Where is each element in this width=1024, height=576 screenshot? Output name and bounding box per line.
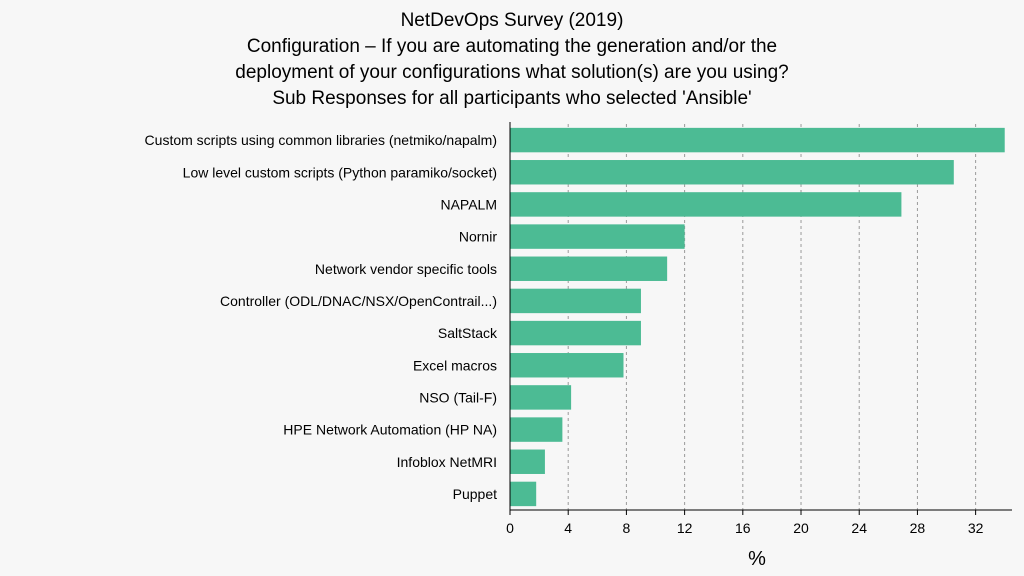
- category-label: Infoblox NetMRI: [397, 454, 497, 470]
- chart-subtitle-line-2: deployment of your configurations what s…: [235, 62, 789, 83]
- tick-labels: 0 4 8 12 16 20 24 28 32: [506, 520, 984, 536]
- bar: [510, 449, 545, 474]
- x-tick-label: 12: [677, 520, 693, 536]
- x-tick-label: 28: [910, 520, 926, 536]
- x-axis-label: %: [748, 548, 766, 570]
- bar: [510, 127, 1005, 153]
- chart-subtitle-line-1: Configuration – If you are automating th…: [246, 36, 778, 57]
- category-label: Custom scripts using common libraries (n…: [145, 132, 497, 148]
- bar: [510, 353, 624, 378]
- x-tick-label: 32: [968, 520, 984, 536]
- category-label: Nornir: [459, 229, 497, 245]
- category-label: Excel macros: [413, 357, 497, 373]
- x-tick-label: 24: [851, 520, 867, 536]
- category-label: NAPALM: [440, 196, 497, 212]
- x-tick-label: 20: [793, 520, 809, 536]
- bar: [510, 385, 572, 410]
- chart-subtitle-line-3: Sub Responses for all participants who s…: [272, 88, 752, 109]
- axes: [509, 122, 1012, 515]
- bar: [510, 417, 563, 442]
- x-tick-label: 16: [735, 520, 751, 536]
- bar: [510, 224, 685, 249]
- category-label: Low level custom scripts (Python paramik…: [183, 164, 497, 180]
- x-tick-label: 4: [564, 520, 572, 536]
- bar: [510, 481, 537, 507]
- category-label: Controller (ODL/DNAC/NSX/OpenContrail...…: [220, 293, 497, 309]
- category-label: NSO (Tail-F): [419, 389, 497, 405]
- grid-lines: [567, 124, 977, 510]
- category-label: SaltStack: [438, 325, 498, 341]
- bar: [510, 320, 641, 346]
- chart-title: NetDevOps Survey (2019): [400, 10, 624, 31]
- category-label: HPE Network Automation (HP NA): [283, 422, 497, 438]
- x-tick-label: 8: [623, 520, 631, 536]
- bar: [510, 192, 902, 217]
- bar: [510, 288, 641, 314]
- category-label: Network vendor specific tools: [315, 261, 497, 277]
- x-tick-label: 0: [506, 520, 514, 536]
- category-labels: Custom scripts using common libraries (n…: [145, 132, 498, 502]
- category-label: Puppet: [453, 486, 497, 502]
- bars: [510, 127, 1005, 507]
- bar: [510, 256, 668, 281]
- bar: [510, 160, 954, 185]
